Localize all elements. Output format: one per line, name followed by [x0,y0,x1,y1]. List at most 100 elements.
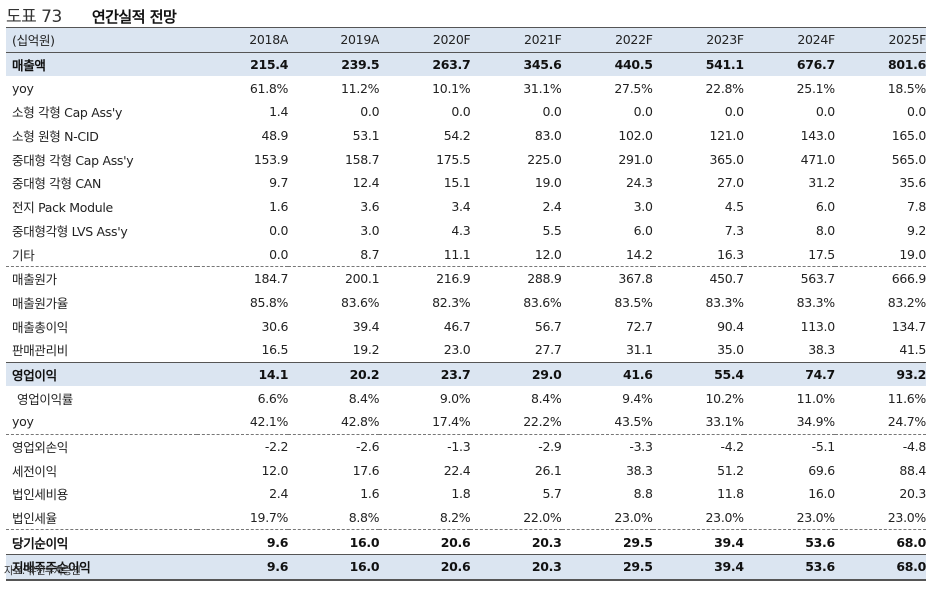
table-cell: 175.5 [436,151,471,167]
table-cell: 22.0% [470,505,562,531]
table-cell: 83.6% [341,294,380,310]
table-cell: 90.4 [717,318,744,334]
table-cell: 4.5 [724,199,744,215]
table-cell: 1.4 [269,104,289,120]
row-label: 매출액 [6,52,197,77]
table-cell: 6.6% [257,390,289,406]
table-cell: 0.0 [542,104,562,120]
table-cell: 17.6 [352,462,380,478]
table-cell: 0.0 [633,104,653,120]
table-cell: 367.8 [618,271,653,287]
row-label: 소형 원형 N-CID [12,129,99,145]
row-label: 중대형각형 LVS Ass'y [12,223,128,239]
table-row: 판매관리비 16.5 19.2 23.0 27.7 31.1 35.0 38.3 41.5 [6,337,926,363]
table-cell: 16.5 [197,337,289,363]
figure-number: 도표 73 [6,7,62,27]
table-cell: 68.0 [834,529,926,556]
table-cell: 17.4% [379,410,471,435]
table-cell: 82.3% [432,294,471,310]
table-cell: 42.8% [288,410,380,435]
table-cell: 14.1 [197,362,289,387]
table-cell: 29.5 [561,554,653,581]
row-label: 기타 [6,242,197,267]
row-label: 전지 Pack Module [12,200,113,216]
table-cell: 27.7 [470,337,562,363]
table-cell: 25.1% [796,80,835,96]
table-row: 매출원가 184.7 200.1 216.9 288.9 367.8 450.7 563.7 6… [6,266,926,290]
row-label: 영업이익 [6,362,197,387]
table-cell: 6.0 [633,222,653,238]
table-cell: 8.2% [379,505,471,531]
row-label: 법인세율 [6,505,197,531]
table-row: 기타 0.0 8.7 11.1 12.0 14.2 16.3 17.5 19.0 [6,242,926,267]
table-cell: 23.0% [561,505,653,531]
table-cell: 3.4 [451,199,471,215]
table-cell: 5.7 [542,486,562,502]
table-cell: 1.8 [451,486,471,502]
table-cell: 56.7 [534,318,562,334]
table-cell: 11.8 [717,486,744,502]
table-cell: 143.0 [800,128,835,144]
table-cell: 11.6% [887,390,926,406]
table-cell: 7.3 [724,222,744,238]
table-cell: 29.5 [561,529,653,556]
table-cell: 19.0 [534,175,562,191]
table-row: 세전이익 12.0 17.6 22.4 26.1 38.3 51.2 69.6 88.4 [6,458,926,482]
table-cell: 215.4 [197,52,289,77]
table-cell: 53.1 [352,128,380,144]
table-cell: 83.0 [534,128,562,144]
table-cell: 16.0 [288,554,380,581]
table-cell: 471.0 [800,151,835,167]
table-cell: 18.5% [887,80,926,96]
table-row: 영업외손익 -2.2 -2.6 -1.3 -2.9 -3.3 -4.2 -5.1 -4.8 [6,434,926,458]
table-cell: 11.0% [796,390,835,406]
table-cell: 27.0 [717,175,744,191]
table-cell: 8.7 [288,242,380,267]
table-cell: 11.2% [341,80,380,96]
col-header: 2018A [197,27,289,53]
table-row: 소형 원형 N-CID 48.9 53.1 54.2 83.0 102.0 121.0 143… [6,124,926,148]
table-cell: 3.6 [360,199,380,215]
table-cell: 24.3 [625,175,653,191]
row-label: yoy [6,410,197,435]
row-label: 소형 각형 Cap Ass'y [12,105,123,121]
table-row: 지배주주순이익 9.6 16.0 20.6 20.3 29.5 39.4 53.6 68.0 [6,554,926,581]
col-header: 2022F [561,27,653,53]
table-cell: 14.2 [561,242,653,267]
col-header: 2023F [652,27,744,53]
table-cell: 22.4 [443,462,471,478]
table-cell: 20.6 [379,529,471,556]
table-cell: 8.4% [348,390,380,406]
col-header: 2021F [470,27,562,53]
forecast-table: (십억원) 2018A 2019A 2020F 2021F 2022F 2023… [6,27,926,581]
table-cell: 48.9 [261,128,289,144]
table-row: 당기순이익 9.6 16.0 20.6 20.3 29.5 39.4 53.6 68.0 [6,529,926,556]
row-label: 지배주주순이익 [6,554,197,581]
col-header: 2020F [379,27,471,53]
table-cell: 0.0 [907,104,926,120]
table-cell: 8.0 [815,222,835,238]
table-cell: 85.8% [249,294,289,310]
table-cell: 31.1 [561,337,653,363]
table-cell: 34.9% [743,410,835,435]
table-cell: 676.7 [743,52,835,77]
table-row: 매출총이익 30.6 39.4 46.7 56.7 72.7 90.4 113.0 134.7 [6,314,926,338]
row-label: 매출원가 [12,272,57,288]
table-cell: 12.0 [261,462,289,478]
table-cell: 8.4% [530,390,562,406]
table-cell: 102.0 [618,128,653,144]
table-cell: -1.3 [447,439,471,455]
row-label: 법인세비용 [12,487,69,503]
table-cell: 216.9 [436,271,471,287]
table-cell: 39.4 [652,554,744,581]
table-cell: 6.0 [815,199,835,215]
table-cell: 5.5 [542,222,562,238]
table-cell: 0.0 [815,104,835,120]
table-cell: 20.3 [470,554,562,581]
table-cell: 43.5% [561,410,653,435]
table-cell: 88.4 [899,462,926,478]
table-cell: 38.3 [743,337,835,363]
table-cell: 563.7 [800,271,835,287]
table-cell: 51.2 [717,462,744,478]
table-cell: 3.0 [633,199,653,215]
